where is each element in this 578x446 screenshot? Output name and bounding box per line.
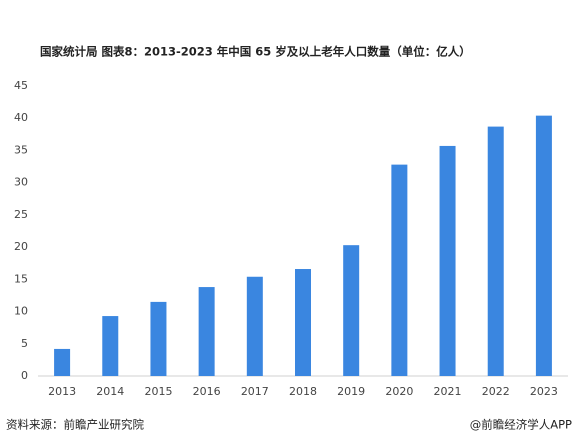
credit: @前瞻经济学人APP — [470, 418, 572, 432]
y-tick-label: 25 — [14, 208, 28, 221]
x-tick-label: 2018 — [289, 385, 317, 398]
x-tick-label: 2013 — [48, 385, 76, 398]
bar — [535, 115, 552, 377]
bar — [102, 316, 119, 376]
bar — [391, 164, 408, 376]
x-tick-label: 2022 — [482, 385, 510, 398]
x-tick-label: 2021 — [434, 385, 462, 398]
bar — [198, 287, 215, 376]
y-tick-label: 10 — [14, 305, 28, 318]
x-tick-label: 2015 — [144, 385, 172, 398]
bar — [150, 301, 167, 376]
x-tick-label: 2014 — [96, 385, 124, 398]
chart-title: 国家统计局 图表8：2013-2023 年中国 65 岁及以上老年人口数量（单位… — [40, 45, 471, 59]
x-tick-label: 2023 — [530, 385, 558, 398]
bar — [439, 145, 456, 376]
bar — [54, 348, 71, 376]
bar — [343, 245, 360, 376]
y-tick-label: 45 — [14, 79, 28, 92]
y-tick-label: 40 — [14, 111, 28, 124]
x-tick-label: 2017 — [241, 385, 269, 398]
x-tick-label: 2016 — [193, 385, 221, 398]
x-tick-label: 2020 — [385, 385, 413, 398]
y-tick-label: 0 — [21, 369, 28, 382]
bar — [295, 269, 311, 376]
x-tick-label: 2019 — [337, 385, 365, 398]
y-tick-label: 5 — [21, 337, 28, 350]
source: 资料来源：前瞻产业研究院 — [6, 418, 144, 432]
y-tick-label: 30 — [14, 176, 28, 189]
y-tick-label: 15 — [14, 272, 28, 285]
bar — [487, 126, 504, 376]
y-tick-label: 20 — [14, 240, 28, 253]
y-tick-label: 35 — [14, 143, 28, 156]
bar — [246, 276, 263, 376]
